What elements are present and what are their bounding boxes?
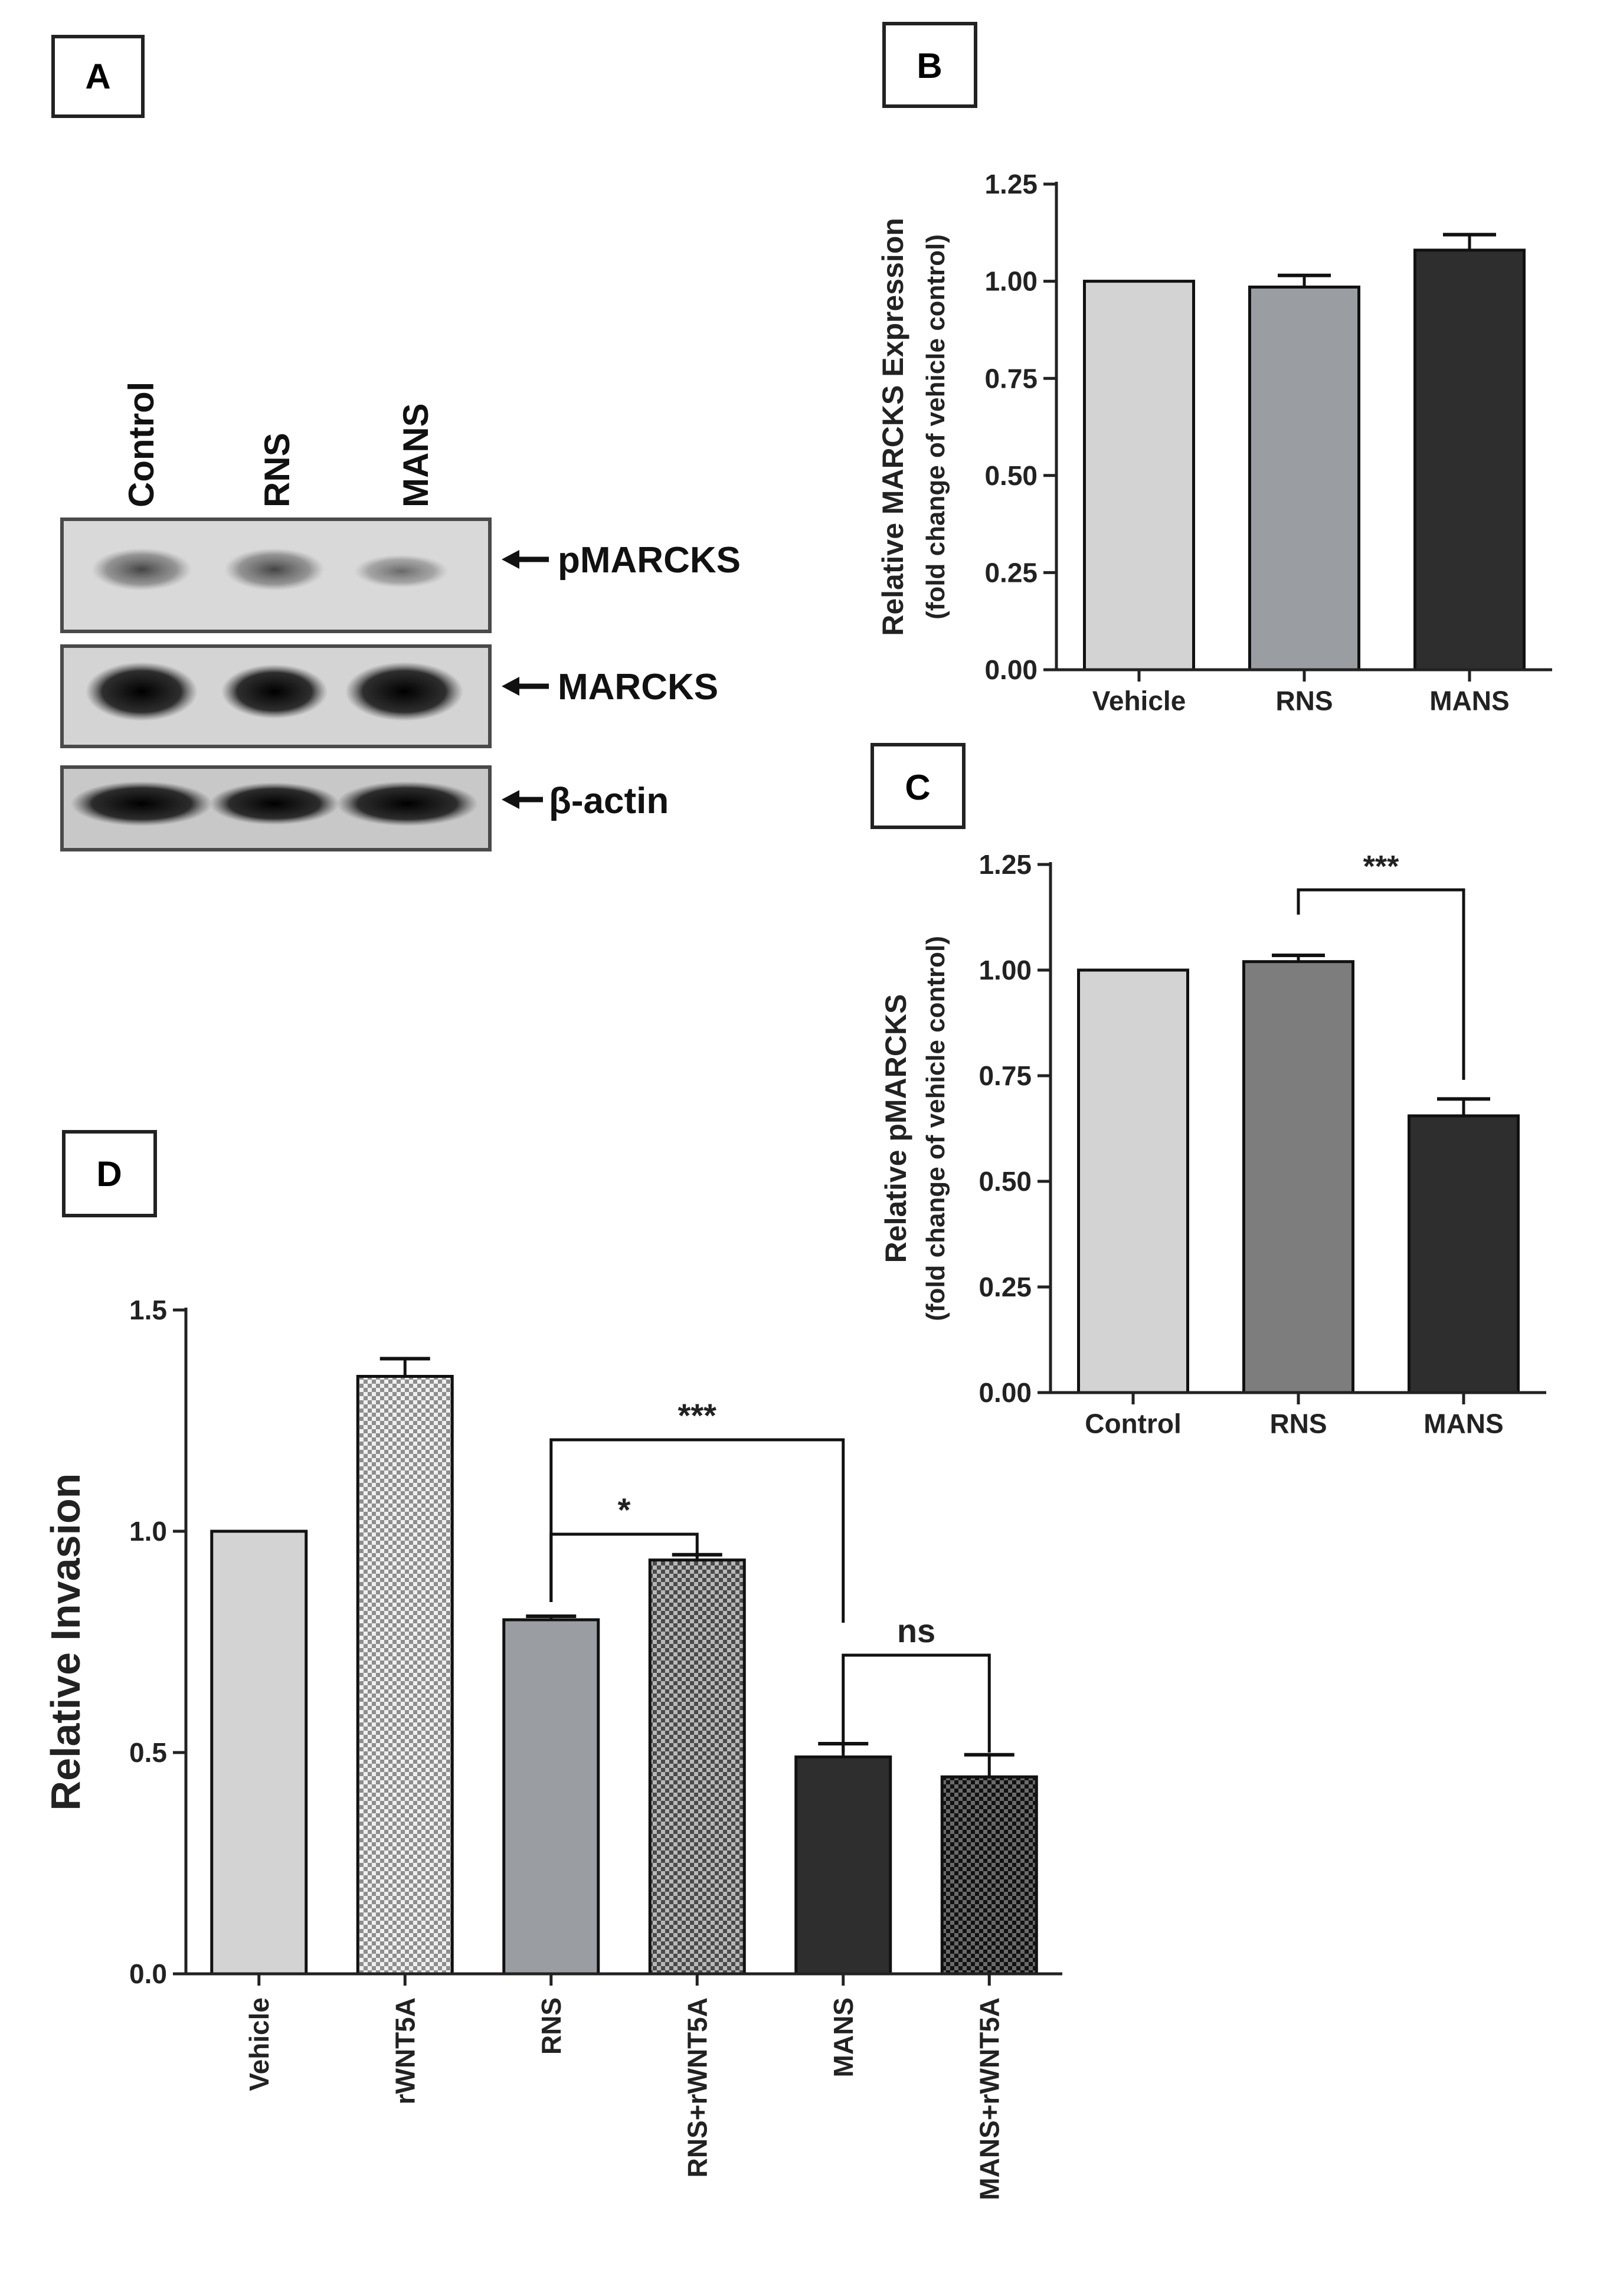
y-axis-sublabel: (fold change of vehicle control) [921, 234, 950, 620]
y-tick-label: 0.50 [984, 460, 1038, 491]
y-tick-label: 1.00 [984, 266, 1038, 297]
blot-band [91, 548, 192, 591]
bar [1083, 280, 1195, 672]
bar [648, 1558, 746, 1976]
blot-band [354, 555, 449, 588]
blot-band [86, 662, 198, 721]
x-tick-label: Control [1085, 1408, 1182, 1439]
y-tick-label: 0.50 [979, 1166, 1032, 1197]
y-axis-sublabel: (fold change of vehicle control) [921, 936, 950, 1321]
y-tick-label: 0.00 [984, 654, 1038, 685]
x-tick-label: RNS [1269, 1408, 1327, 1439]
bar [1408, 1114, 1520, 1394]
significance-label: *** [678, 1397, 717, 1434]
arrow-icon [502, 677, 549, 696]
y-axis-label: Relative pMARCKS [879, 994, 912, 1263]
y-tick-label: 0.00 [979, 1377, 1032, 1408]
x-tick-label: MANS+rWNT5A [974, 1997, 1004, 2200]
blot-band-label: MARCKS [558, 667, 718, 708]
significance-bracket [549, 1532, 699, 1602]
x-tick-label: MANS [1423, 1408, 1503, 1439]
bar [356, 1375, 454, 1976]
bar [1413, 248, 1526, 672]
bar-chart-b: 0.00 0.25 0.50 0.75 1.00 1.25 Vehicle RNS MANS Re… [876, 169, 1552, 716]
blot-lane-label: Control [122, 382, 161, 507]
significance-label: ns [897, 1612, 935, 1649]
panel-label-b-box: B [882, 22, 977, 108]
blot-band [345, 662, 463, 721]
bar [210, 1529, 308, 1976]
arrow-icon [502, 790, 543, 809]
y-tick-label: 1.0 [129, 1516, 167, 1547]
arrow-icon [502, 550, 549, 569]
significance-bracket [842, 1653, 991, 1753]
x-tick-label: RNS [1275, 685, 1333, 716]
y-tick-label: 0.5 [129, 1737, 167, 1768]
y-tick-label: 1.00 [979, 955, 1032, 985]
y-tick-label: 1.5 [129, 1295, 167, 1325]
panel-label-b: B [917, 46, 942, 86]
y-tick-label: 0.25 [984, 558, 1038, 588]
bar-chart-d: 0.0 0.5 1.0 1.5 Vehicle rWNT5A RNS RNS+rWNT5A MA… [42, 1295, 1062, 2200]
x-tick-label: RNS+rWNT5A [682, 1997, 712, 2177]
bar [1077, 968, 1189, 1394]
significance-label: *** [1363, 850, 1399, 884]
bar [502, 1618, 600, 1976]
panel-label-a-box: A [51, 35, 145, 118]
y-tick-label: 0.25 [979, 1272, 1032, 1302]
blot-band-label: β-actin [549, 781, 669, 821]
blot-band-label: pMARCKS [558, 540, 741, 581]
panel-label-c: C [905, 768, 930, 807]
panel-label-d-box: D [62, 1130, 157, 1217]
y-tick-label: 1.25 [984, 169, 1038, 199]
x-tick-label: MANS [1429, 685, 1509, 716]
blot-band [71, 781, 212, 826]
western-blot: Control RNS MANS pMARCKS MARCK [60, 382, 741, 851]
blot-band [224, 548, 325, 591]
blot-lane-label: RNS [257, 433, 297, 507]
x-tick-label: RNS [536, 1997, 567, 2055]
y-tick-label: 0.75 [984, 363, 1038, 394]
y-tick-label: 0.75 [979, 1060, 1032, 1091]
bar [940, 1775, 1038, 1976]
blot-band [336, 781, 478, 826]
bar [1248, 285, 1360, 672]
blot-band [210, 782, 339, 825]
significance-bracket [1297, 888, 1465, 1080]
bar [794, 1755, 892, 1976]
significance-bracket [549, 1438, 845, 1623]
panel-label-d: D [96, 1154, 122, 1194]
bar [1242, 960, 1354, 1394]
x-tick-label: MANS [828, 1997, 859, 2077]
y-tick-label: 1.25 [979, 849, 1032, 880]
y-axis-label: Relative MARCKS Expression [876, 218, 909, 636]
x-tick-label: Vehicle [244, 1997, 274, 2091]
blot-band [221, 664, 328, 719]
bar-chart-c: 0.00 0.25 0.50 0.75 1.00 1.25 Control RNS MANS Re… [879, 849, 1546, 1439]
x-tick-label: rWNT5A [390, 1997, 420, 2104]
y-tick-label: 0.0 [129, 1958, 167, 1989]
blot-lane-label: MANS [396, 403, 436, 507]
significance-label: * [618, 1491, 631, 1528]
panel-label-c-box: C [871, 743, 966, 829]
y-axis-label: Relative Invasion [42, 1473, 89, 1811]
panel-label-a: A [85, 57, 110, 96]
x-tick-label: Vehicle [1092, 685, 1186, 716]
